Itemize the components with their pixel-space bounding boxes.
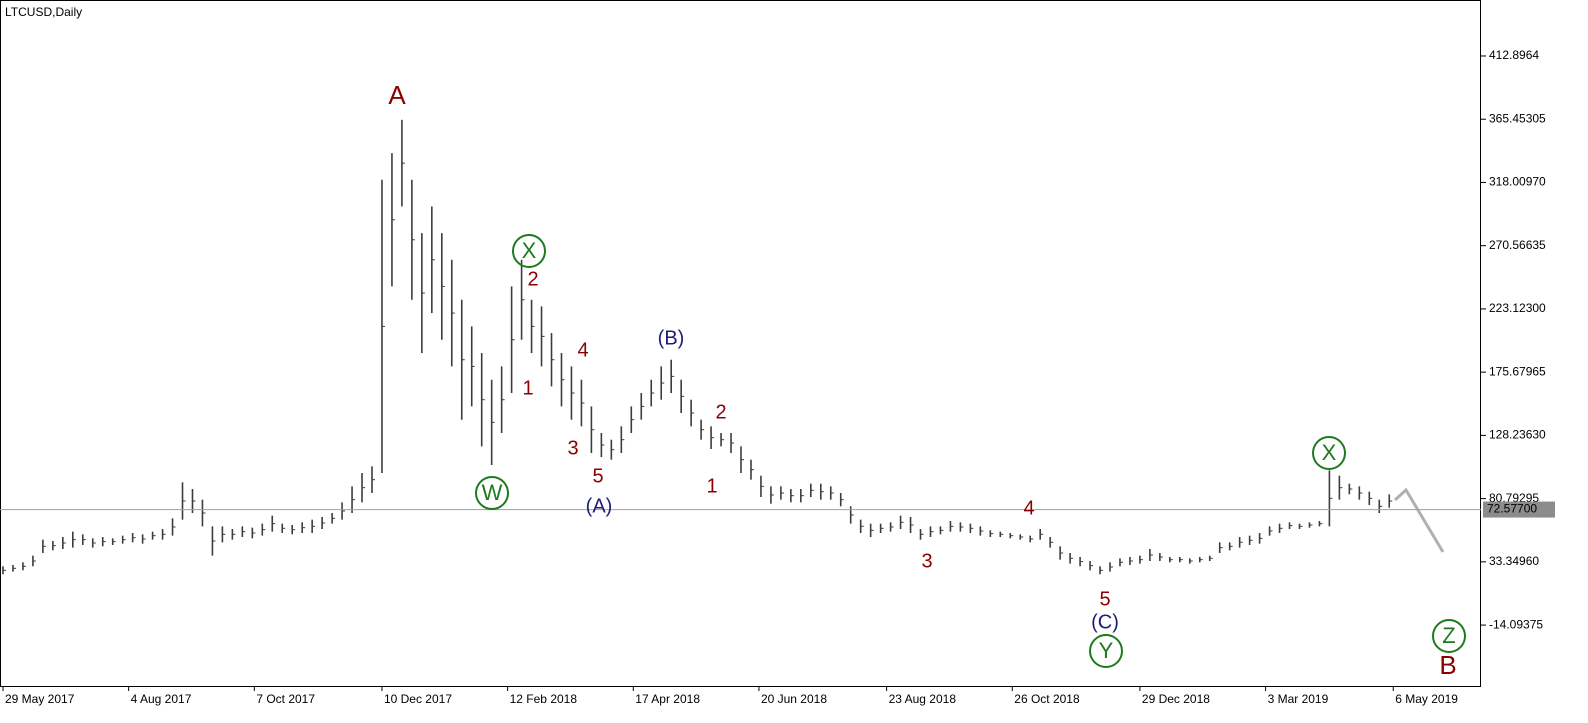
y-tick-label: 175.67965 xyxy=(1489,364,1546,378)
x-tick-label: 6 May 2019 xyxy=(1395,692,1458,706)
x-tick-label: 20 Jun 2018 xyxy=(761,692,827,706)
x-tick-label: 23 Aug 2018 xyxy=(889,692,957,706)
wave-circle xyxy=(512,234,546,268)
x-tick-label: 10 Dec 2017 xyxy=(384,692,452,706)
wave-circle xyxy=(1432,619,1466,653)
wave-circle xyxy=(1089,634,1123,668)
wave-label: 4 xyxy=(1023,497,1034,519)
wave-label: 3 xyxy=(921,550,932,572)
wave-label: 4 xyxy=(577,339,588,361)
wave-label: X xyxy=(522,238,537,263)
wave-label: A xyxy=(388,80,406,110)
wave-label: 2 xyxy=(715,401,726,423)
x-tick-label: 29 Dec 2018 xyxy=(1142,692,1210,706)
wave-circle xyxy=(475,476,509,510)
wave-circle xyxy=(1312,436,1346,470)
wave-label: (B) xyxy=(658,327,685,349)
y-tick-label: 270.56635 xyxy=(1489,238,1546,252)
wave-label: 5 xyxy=(1099,588,1110,610)
projection-line xyxy=(1393,487,1445,553)
x-tick-label: 7 Oct 2017 xyxy=(256,692,315,706)
x-tick-label: 12 Feb 2018 xyxy=(510,692,578,706)
y-tick-label: 128.23630 xyxy=(1489,428,1546,442)
wave-label: X xyxy=(1322,440,1337,465)
last-price-box xyxy=(1483,501,1555,518)
x-tick-label: 17 Apr 2018 xyxy=(635,692,700,706)
wave-label: 5 xyxy=(592,465,603,487)
wave-label: B xyxy=(1439,650,1456,680)
wave-label: 1 xyxy=(706,475,717,497)
y-tick-label: 223.12300 xyxy=(1489,301,1546,315)
wave-label: W xyxy=(482,480,503,505)
chart-title: LTCUSD,Daily xyxy=(5,5,82,19)
y-tick-label: 412.8964 xyxy=(1489,48,1539,62)
x-tick-label: 26 Oct 2018 xyxy=(1014,692,1080,706)
wave-label: 1 xyxy=(522,377,533,399)
y-tick-label: 33.34960 xyxy=(1489,554,1539,568)
x-tick-label: 3 Mar 2019 xyxy=(1268,692,1329,706)
last-price-label: 72.57700 xyxy=(1487,502,1537,516)
wave-label: 3 xyxy=(567,437,578,459)
wave-label: Z xyxy=(1442,623,1455,648)
wave-label: Y xyxy=(1099,638,1114,663)
x-tick-label: 29 May 2017 xyxy=(5,692,75,706)
plot-frame xyxy=(0,0,1481,687)
wave-label: 2 xyxy=(527,268,538,290)
y-tick-label: 80.79295 xyxy=(1489,491,1539,505)
wave-label: (C) xyxy=(1091,611,1119,633)
x-tick-label: 4 Aug 2017 xyxy=(131,692,192,706)
y-tick-label: -14.09375 xyxy=(1489,617,1543,631)
y-tick-label: 318.00970 xyxy=(1489,175,1546,189)
wave-label: (A) xyxy=(586,495,613,517)
y-tick-label: 365.45305 xyxy=(1489,111,1546,125)
